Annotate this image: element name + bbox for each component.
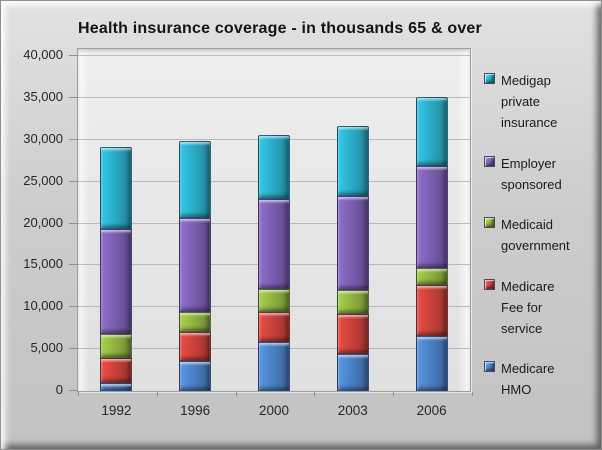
y-axis-tick-label: 30,000 bbox=[23, 130, 63, 146]
y-axis-tick-label: 15,000 bbox=[23, 256, 63, 272]
legend: Medigap private insurance Employer sponso… bbox=[484, 70, 596, 400]
bar-segment-medicare-hmo[interactable] bbox=[179, 360, 212, 391]
bar-segment-medicare-fee-for-service[interactable] bbox=[179, 332, 212, 361]
legend-label: Medicare HMO bbox=[501, 361, 555, 397]
x-axis-tick-label: 2000 bbox=[258, 403, 290, 418]
gridline bbox=[78, 96, 470, 98]
bar-segment-medigap-private-insurance[interactable] bbox=[100, 147, 133, 230]
legend-item-medicare-fee-for-service[interactable]: Medicare Fee for service bbox=[484, 276, 596, 339]
x-axis-tick-label: 1996 bbox=[180, 403, 211, 418]
bar-segment-employer-sponsored[interactable] bbox=[415, 165, 448, 268]
bar-segment-medicare-fee-for-service[interactable] bbox=[258, 312, 290, 343]
x-axis-tick-label: 1992 bbox=[101, 403, 132, 418]
bar-segment-medigap-private-insurance[interactable] bbox=[336, 126, 369, 196]
legend-swatch-icon bbox=[484, 278, 495, 290]
y-axis-tick-label: 25,000 bbox=[23, 172, 63, 188]
bar-segment-medicare-fee-for-service[interactable] bbox=[415, 285, 448, 336]
x-axis-tick bbox=[78, 392, 79, 396]
legend-label: Medicare Fee for service bbox=[501, 278, 555, 336]
legend-swatch-icon bbox=[484, 155, 495, 167]
legend-item-medicaid-government[interactable]: Medicaid government bbox=[484, 214, 596, 256]
plot-area[interactable] bbox=[77, 48, 471, 392]
y-axis-tick-label: 40,000 bbox=[23, 47, 63, 62]
x-axis-tick bbox=[314, 392, 316, 396]
legend-label: Employer sponsored bbox=[501, 155, 562, 192]
bar-segment-medigap-private-insurance[interactable] bbox=[415, 97, 448, 166]
bar-segment-medicaid-government[interactable] bbox=[258, 288, 290, 313]
bar-segment-medicare-fee-for-service[interactable] bbox=[100, 358, 133, 383]
bar-segment-employer-sponsored[interactable] bbox=[179, 217, 212, 313]
y-axis-tick-label: 5,000 bbox=[30, 340, 63, 356]
y-axis-tick-label: 10,000 bbox=[23, 298, 63, 314]
legend-item-medigap-private-insurance[interactable]: Medigap private insurance bbox=[484, 70, 596, 133]
bar-segment-medicaid-government[interactable] bbox=[415, 267, 448, 286]
legend-label: Medigap private insurance bbox=[501, 73, 558, 130]
bar-segment-medicaid-government[interactable] bbox=[336, 289, 369, 314]
x-axis-tick bbox=[472, 392, 473, 396]
bar-segment-employer-sponsored[interactable] bbox=[100, 229, 133, 335]
bar-segment-medicare-hmo[interactable] bbox=[336, 354, 369, 391]
bar-segment-medicare-fee-for-service[interactable] bbox=[336, 313, 369, 355]
x-axis-tick-label: 2006 bbox=[416, 403, 447, 418]
legend-swatch-icon bbox=[484, 217, 495, 228]
legend-item-medicare-hmo[interactable]: Medicare HMO bbox=[484, 358, 596, 400]
bar-segment-employer-sponsored[interactable] bbox=[258, 199, 290, 289]
x-axis-tick bbox=[156, 392, 158, 396]
bar-segment-medicare-hmo[interactable] bbox=[100, 382, 133, 391]
legend-swatch-icon bbox=[484, 73, 495, 84]
x-axis-tick-label: 2003 bbox=[337, 403, 368, 418]
bar-segment-medigap-private-insurance[interactable] bbox=[179, 140, 212, 218]
legend-label: Medicaid government bbox=[501, 217, 570, 253]
bar-segment-medicare-hmo[interactable] bbox=[258, 342, 290, 391]
bar-segment-medicaid-government[interactable] bbox=[100, 334, 133, 359]
legend-swatch-icon bbox=[484, 361, 495, 372]
bar-segment-medigap-private-insurance[interactable] bbox=[258, 134, 290, 200]
bar-segment-medicare-hmo[interactable] bbox=[415, 335, 448, 391]
bar-segment-medicaid-government[interactable] bbox=[179, 312, 212, 333]
x-axis-tick bbox=[393, 392, 395, 396]
y-axis-tick-label: 35,000 bbox=[23, 88, 63, 104]
legend-item-employer-sponsored[interactable]: Employer sponsored bbox=[484, 153, 596, 195]
x-axis-tick bbox=[235, 392, 237, 396]
y-axis-tick-label: 20,000 bbox=[23, 214, 63, 230]
gridline bbox=[78, 55, 470, 56]
y-axis-tick-label: 0 bbox=[55, 382, 63, 397]
bar-segment-employer-sponsored[interactable] bbox=[336, 195, 369, 290]
chart-title[interactable]: Health insurance coverage - in thousands… bbox=[78, 20, 482, 37]
